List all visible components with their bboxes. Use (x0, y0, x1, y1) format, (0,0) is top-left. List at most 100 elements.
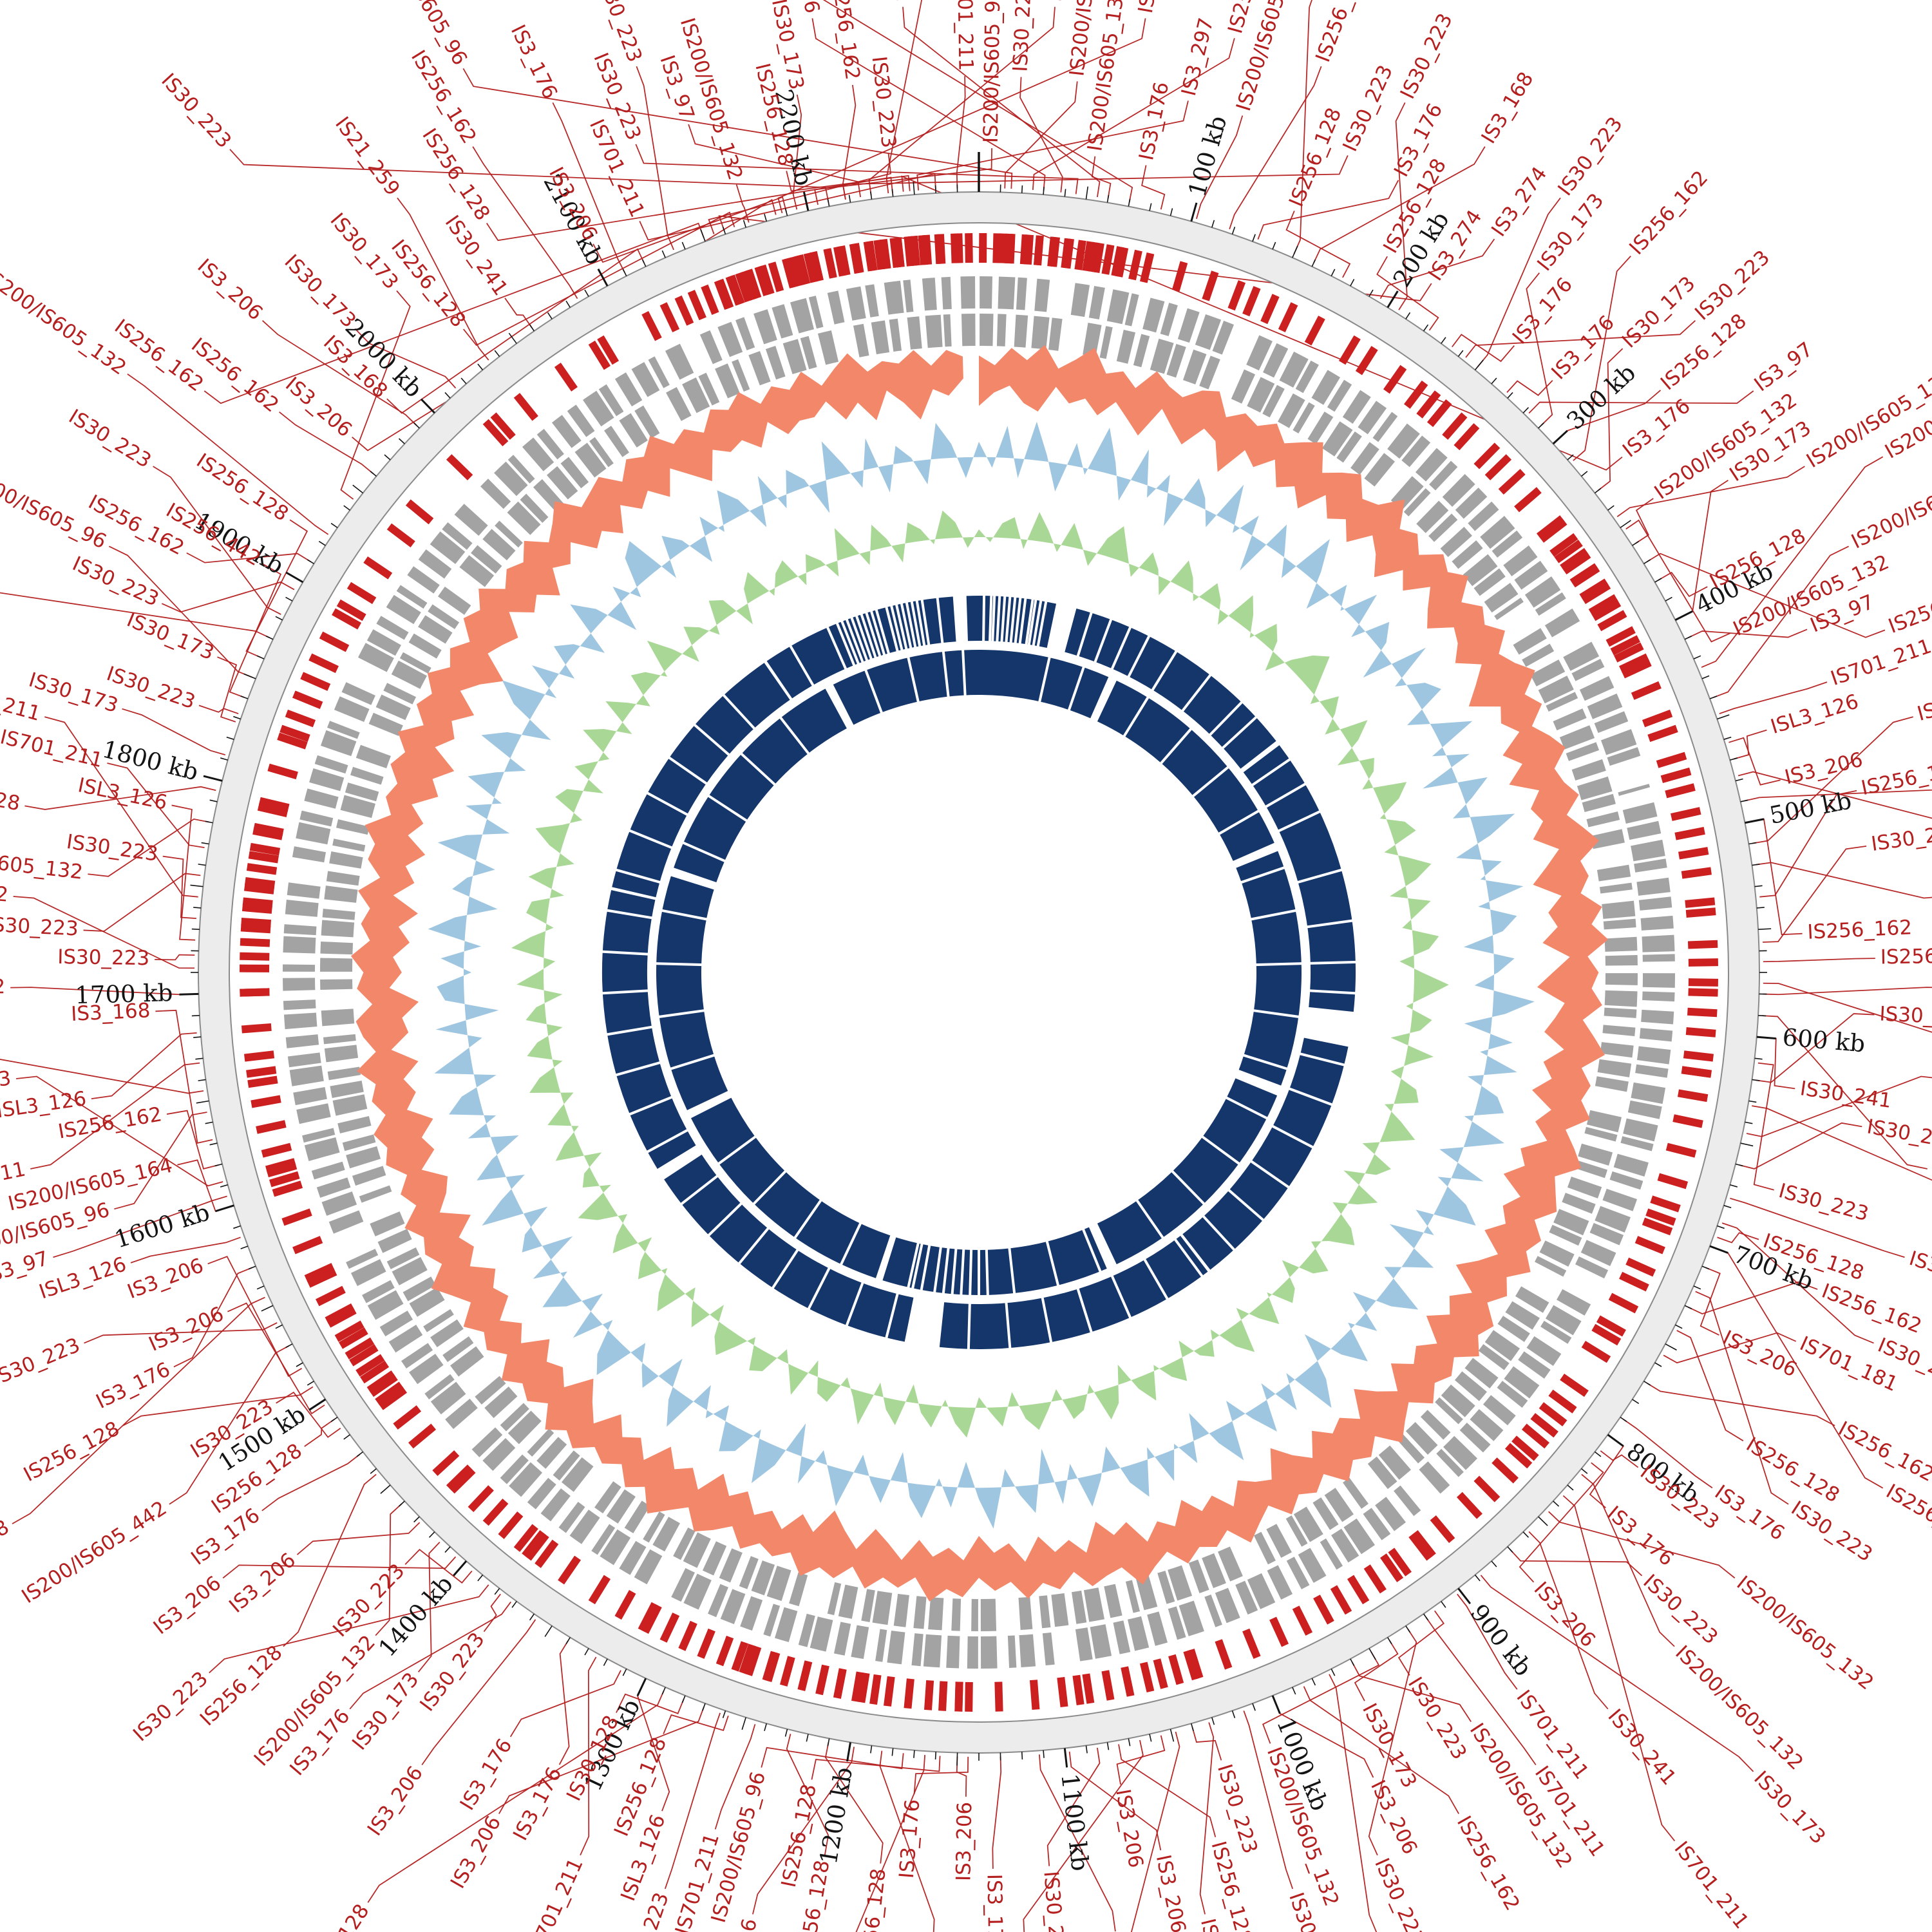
is-mark (715, 278, 734, 310)
is-leader-line (855, 1755, 926, 1932)
navy-slit (1005, 1302, 1012, 1350)
is-mark (1683, 1050, 1714, 1062)
minor-tick (209, 1142, 218, 1146)
is-leader-line (1519, 1462, 1604, 1583)
is-mark (1674, 827, 1705, 840)
gene-block (782, 339, 807, 375)
is-mark (279, 724, 310, 743)
major-tick (285, 571, 304, 583)
gene-block (634, 405, 660, 439)
gene-block (569, 1510, 600, 1544)
gene-block (1631, 1082, 1666, 1104)
gene-block (923, 1634, 942, 1668)
gene-block (928, 1597, 944, 1631)
is-mark (889, 237, 901, 269)
minor-tick (413, 1516, 420, 1523)
is-leader-line (1744, 789, 1932, 802)
is-leader-line (1397, 1610, 1444, 1676)
gene-block (1571, 759, 1606, 781)
minor-tick (1684, 635, 1692, 640)
gene-block (1405, 1422, 1438, 1455)
gene-block (772, 304, 793, 339)
gene-block (304, 1137, 340, 1161)
is-mark (1681, 1066, 1712, 1078)
gene-block (500, 1403, 529, 1432)
gene-block (1378, 1445, 1412, 1480)
is-mark (1363, 1564, 1387, 1594)
minor-tick (1538, 422, 1544, 429)
is-mark (1330, 1585, 1352, 1615)
gene-block (1387, 423, 1420, 459)
is-leader-line (107, 762, 205, 849)
is-mark (1536, 515, 1565, 540)
gene-block (1375, 1497, 1406, 1531)
gene-block (1246, 335, 1273, 371)
is-leader-line (304, 1419, 335, 1447)
minor-tick (1581, 1468, 1588, 1474)
gene-block (1600, 1042, 1634, 1058)
major-tick (308, 1398, 327, 1411)
minor-tick (1507, 1546, 1513, 1553)
is-mark (1631, 681, 1662, 700)
minor-tick (1723, 1205, 1732, 1209)
is-leader-line (209, 1584, 489, 1674)
is-mark (240, 938, 270, 947)
is-mark (272, 1180, 303, 1197)
minor-tick (1191, 1723, 1194, 1732)
gene-block (437, 586, 471, 615)
gene-block (708, 1584, 728, 1618)
gene-block (299, 810, 334, 827)
is-mark (1581, 1340, 1611, 1363)
gene-block (1546, 692, 1578, 712)
is-mark (1685, 1027, 1716, 1037)
is-leader-line (155, 1009, 213, 1144)
gene-block (1014, 314, 1028, 348)
is-leader-line (1763, 987, 1932, 996)
is-mark (1671, 807, 1701, 821)
gene-block (1279, 352, 1309, 388)
navy-slit (1150, 649, 1179, 692)
is-mark (346, 582, 377, 605)
minor-tick (641, 259, 647, 267)
is-leader-line (1199, 1722, 1215, 1915)
is-mark (242, 903, 272, 914)
navy-slit (1271, 1124, 1314, 1150)
is-mark (1685, 907, 1716, 918)
is-mark (697, 1628, 715, 1659)
gene-block (1372, 412, 1398, 442)
gene-block (1083, 323, 1102, 357)
gene-block (409, 1354, 444, 1385)
is-mark (253, 822, 284, 837)
is-mark (884, 1676, 895, 1707)
gene-block (533, 479, 564, 511)
is-mark (1514, 487, 1542, 513)
is-position-track (239, 232, 1718, 1712)
minor-tick (1252, 1703, 1256, 1711)
gene-block (1322, 421, 1353, 457)
is-leader-line (1753, 1062, 1774, 1191)
navy-slit (845, 1281, 864, 1327)
minor-tick (1211, 220, 1215, 228)
minor-tick (398, 438, 405, 444)
is-mark (638, 1602, 659, 1633)
navy-slit (1296, 868, 1343, 884)
gene-block (1124, 293, 1139, 327)
gene-block (326, 871, 360, 886)
is-mark (1548, 1389, 1577, 1414)
navy-slit (721, 693, 757, 730)
gene-block (1116, 330, 1136, 364)
is-mark (338, 1327, 368, 1349)
minor-tick (226, 736, 234, 740)
is-leader-line (879, 1750, 935, 1932)
gene-block (1470, 1408, 1504, 1441)
is-mark (1560, 1373, 1589, 1397)
is-mark (242, 897, 273, 908)
major-tick (215, 1204, 234, 1213)
minor-tick (1643, 1381, 1651, 1386)
gene-block (763, 1604, 781, 1637)
is-leader-line (1379, 238, 1495, 299)
gene-block (408, 633, 442, 659)
gene-block (648, 356, 670, 388)
gene-block (507, 455, 535, 484)
gene-block (1235, 1580, 1258, 1615)
